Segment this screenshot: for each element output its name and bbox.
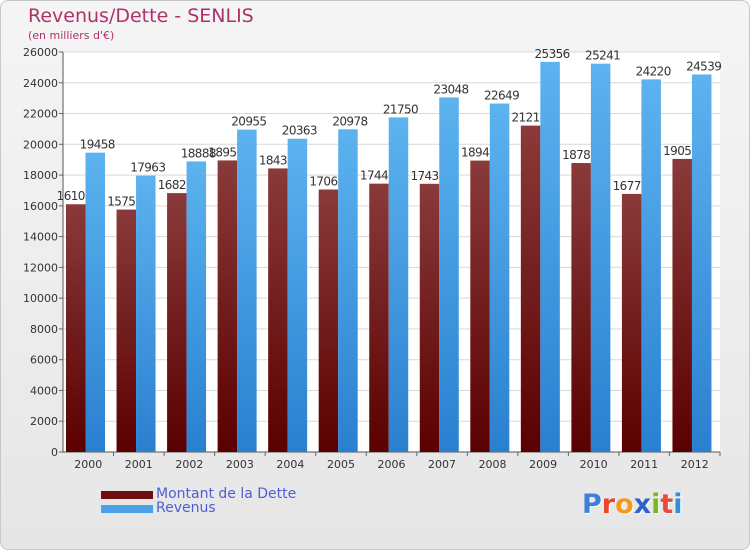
x-tick-label: 2000 (74, 458, 102, 471)
y-tick-label: 14000 (23, 231, 58, 244)
data-label-dette: 1677 (613, 179, 641, 193)
data-label-dette: 1706 (309, 175, 337, 189)
y-tick-label: 20000 (23, 138, 58, 151)
x-tick-label: 2006 (378, 458, 406, 471)
bar-dette (268, 168, 288, 452)
data-label-revenus: 25241 (585, 49, 620, 63)
x-tick-label: 2008 (479, 458, 507, 471)
x-tick-label: 2002 (175, 458, 203, 471)
y-tick-label: 16000 (23, 200, 58, 213)
data-label-dette: 1905 (663, 144, 691, 158)
bar-dette (419, 183, 440, 453)
x-tick-label: 2009 (529, 458, 557, 471)
y-tick-label: 8000 (30, 323, 58, 336)
bar-dette (369, 183, 389, 452)
data-label-dette: 1894 (461, 146, 489, 160)
bar-dette (167, 193, 187, 452)
x-tick-label: 2011 (630, 458, 658, 471)
data-label-dette: 1575 (107, 195, 135, 209)
data-label-revenus: 20978 (332, 114, 367, 128)
bar-revenus (590, 63, 611, 453)
data-label-revenus: 23048 (433, 82, 468, 96)
bar-dette (217, 160, 238, 452)
logo-letter: x (633, 489, 652, 520)
y-tick-label: 2000 (30, 415, 58, 428)
y-tick-label: 26000 (23, 46, 58, 59)
data-label-dette: 2121 (512, 111, 540, 125)
bar-revenus (388, 117, 409, 452)
data-label-revenus: 25356 (535, 47, 570, 61)
data-label-revenus: 24539 (686, 59, 721, 73)
bar-dette (621, 193, 642, 452)
x-tick-label: 2001 (125, 458, 153, 471)
bar-revenus (540, 61, 560, 453)
bar-revenus (439, 97, 459, 453)
x-tick-label: 2010 (580, 458, 608, 471)
bar-revenus (691, 74, 712, 452)
proxiti-logo: Proxiti (582, 489, 683, 520)
data-label-revenus: 18888 (181, 146, 216, 160)
chart-subtitle: (en milliers d'€) (28, 29, 115, 42)
bar-dette (672, 158, 692, 452)
logo-letter: r (601, 489, 616, 520)
data-label-revenus: 20363 (282, 124, 317, 138)
bar-dette (520, 125, 541, 452)
legend-label-revenus: Revenus (156, 500, 216, 516)
data-label-dette: 1743 (410, 169, 438, 183)
data-label-revenus: 19458 (80, 138, 115, 152)
y-tick-label: 24000 (23, 77, 58, 90)
y-tick-label: 10000 (23, 292, 58, 305)
bar-revenus (489, 103, 510, 453)
y-tick-label: 18000 (23, 169, 58, 182)
data-label-revenus: 20955 (231, 115, 266, 129)
data-label-dette: 1682 (158, 178, 186, 192)
legend-swatch-revenus (101, 505, 153, 513)
data-label-dette: 1843 (259, 153, 287, 167)
data-label-revenus: 17963 (130, 161, 165, 175)
logo-letter: i (651, 489, 661, 520)
data-label-revenus: 24220 (636, 64, 671, 78)
bar-revenus (136, 175, 156, 452)
bar-revenus (85, 152, 105, 452)
bar-dette (66, 204, 86, 452)
data-label-dette: 1878 (562, 148, 590, 162)
data-label-dette: 1610 (57, 189, 85, 203)
logo-letter: t (660, 489, 674, 520)
chart-title: Revenus/Dette - SENLIS (28, 5, 254, 27)
y-tick-label: 12000 (23, 261, 58, 274)
bar-dette (470, 160, 490, 453)
bar-revenus (641, 79, 661, 452)
y-tick-label: 4000 (30, 384, 58, 397)
bar-revenus (287, 138, 308, 452)
bar-revenus (186, 161, 207, 452)
legend-swatch-dette (101, 491, 153, 499)
bar-dette (116, 209, 137, 452)
data-label-dette: 1895 (208, 145, 236, 159)
x-tick-label: 2005 (327, 458, 355, 471)
bar-dette (318, 189, 339, 452)
logo-letter: P (582, 489, 602, 520)
x-tick-label: 2003 (226, 458, 254, 471)
legend-label-dette: Montant de la Dette (156, 486, 297, 502)
data-label-revenus: 22649 (484, 89, 519, 103)
x-tick-label: 2004 (276, 458, 304, 471)
logo-letter: i (673, 489, 683, 520)
bar-revenus (237, 129, 257, 452)
bar-revenus (338, 129, 358, 452)
logo-letter: o (615, 489, 634, 520)
x-tick-label: 2007 (428, 458, 456, 471)
y-tick-label: 6000 (30, 354, 58, 367)
bar-dette (571, 163, 591, 452)
y-tick-label: 0 (51, 446, 58, 459)
data-label-revenus: 21750 (383, 102, 418, 116)
y-tick-label: 22000 (23, 108, 58, 121)
data-label-dette: 1744 (360, 169, 388, 183)
x-tick-label: 2012 (681, 458, 709, 471)
